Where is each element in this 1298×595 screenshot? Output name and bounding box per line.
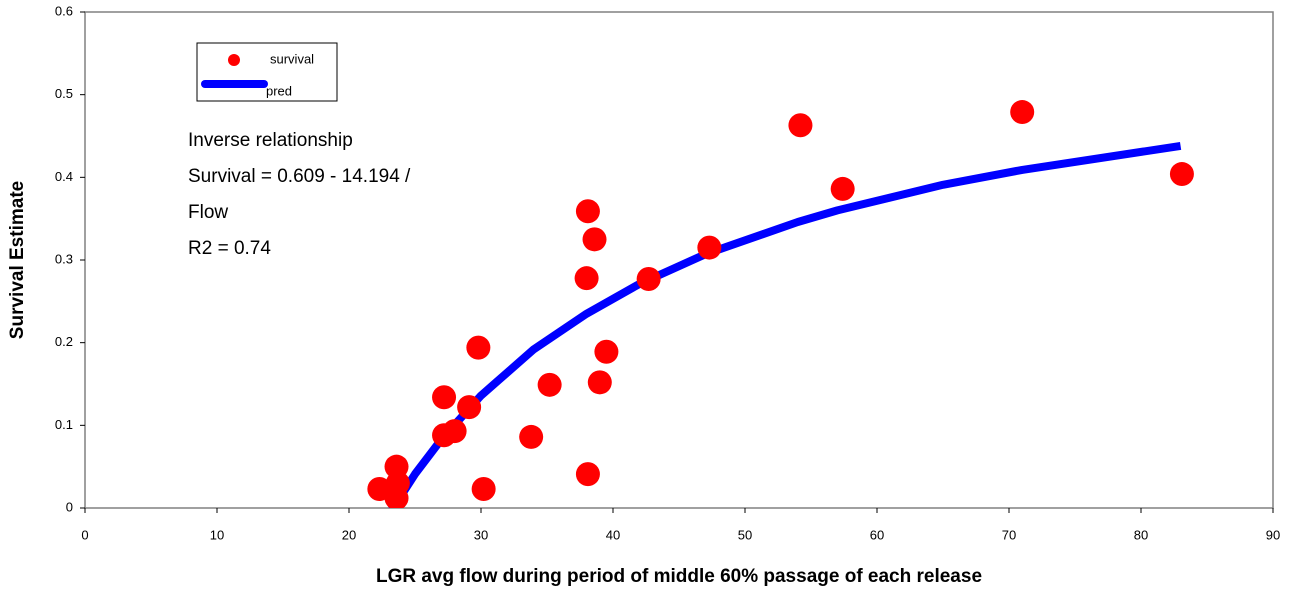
y-tick-label: 0: [66, 499, 73, 514]
legend-label: survival: [270, 51, 314, 66]
x-tick-label: 70: [1002, 527, 1016, 542]
x-axis-title: LGR avg flow during period of middle 60%…: [376, 566, 982, 587]
annotation-line: Survival = 0.609 - 14.194 /: [188, 166, 411, 187]
annotation-line: R2 = 0.74: [188, 238, 271, 259]
data-point: [537, 372, 562, 397]
y-tick-label: 0.5: [55, 86, 73, 101]
x-tick-label: 30: [474, 527, 488, 542]
data-point: [788, 113, 813, 138]
y-tick-label: 0.6: [55, 3, 73, 18]
data-point: [582, 227, 607, 252]
y-tick-label: 0.3: [55, 251, 73, 266]
x-tick-label: 40: [606, 527, 620, 542]
data-point: [471, 476, 496, 501]
x-tick-label: 10: [210, 527, 224, 542]
x-tick-label: 50: [738, 527, 752, 542]
data-point: [457, 395, 482, 420]
data-point: [466, 335, 491, 360]
data-point: [432, 385, 457, 410]
legend-box: [196, 42, 338, 102]
legend-label: pred: [266, 83, 292, 98]
data-point: [1169, 162, 1194, 187]
data-point: [574, 266, 599, 291]
x-tick-label: 80: [1134, 527, 1148, 542]
data-point: [442, 419, 467, 444]
data-point: [594, 339, 619, 364]
data-point: [519, 424, 544, 449]
data-point: [1010, 100, 1035, 125]
data-point: [697, 235, 722, 260]
x-tick-label: 60: [870, 527, 884, 542]
data-point: [830, 176, 855, 201]
y-axis-title: Survival Estimate: [7, 181, 28, 339]
x-tick-label: 0: [81, 527, 88, 542]
data-point: [636, 267, 661, 292]
data-point: [575, 462, 600, 487]
data-point: [587, 370, 612, 395]
x-tick-label: 20: [342, 527, 356, 542]
x-tick-label: 90: [1266, 527, 1280, 542]
legend-marker: [228, 54, 240, 66]
annotation-line: Flow: [188, 202, 228, 223]
y-tick-label: 0.4: [55, 169, 73, 184]
y-tick-label: 0.2: [55, 334, 73, 349]
annotation-line: Inverse relationship: [188, 130, 353, 151]
data-point: [575, 199, 600, 224]
data-point: [384, 486, 409, 508]
y-tick-label: 0.1: [55, 417, 73, 432]
